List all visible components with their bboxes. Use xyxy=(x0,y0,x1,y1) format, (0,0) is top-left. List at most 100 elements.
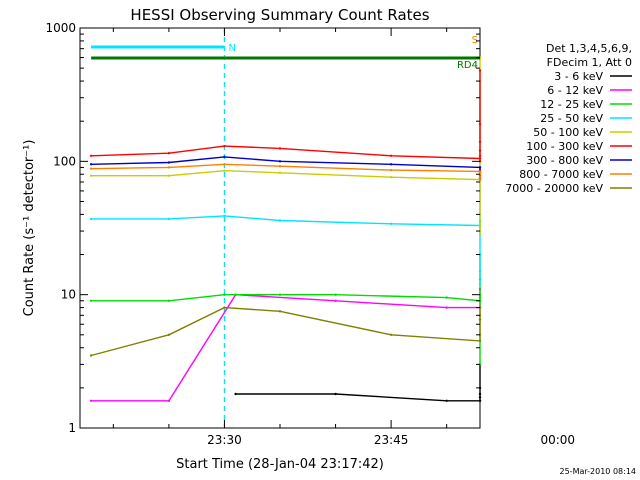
legend-entry-label: 50 - 100 keV xyxy=(533,126,603,139)
series-point xyxy=(223,306,226,309)
series-point xyxy=(167,161,171,164)
series-point xyxy=(478,157,482,160)
series-line xyxy=(91,254,481,365)
series-point xyxy=(334,299,337,302)
series-point xyxy=(223,214,226,218)
series-point xyxy=(223,163,226,166)
series-point xyxy=(389,333,393,336)
series-point xyxy=(167,217,171,221)
series-point xyxy=(278,219,282,222)
legend-entry-label: 800 - 7000 keV xyxy=(519,168,603,181)
legend-entry-label: 100 - 300 keV xyxy=(526,140,603,153)
y-tick-label: 10 xyxy=(61,288,76,302)
legend: Det 1,3,4,5,6,9,FDecim 1, Att 03 - 6 keV… xyxy=(505,42,632,195)
series-line xyxy=(91,70,481,162)
series-point xyxy=(89,217,93,221)
series-point xyxy=(389,222,393,225)
series-point xyxy=(278,147,282,150)
series-point xyxy=(389,154,393,157)
series-point xyxy=(478,149,482,152)
series-point xyxy=(389,176,393,179)
series-point xyxy=(234,392,237,396)
y-axis: 1 10 100 1000 xyxy=(45,21,480,435)
series-point xyxy=(478,396,482,399)
series-point xyxy=(478,339,482,343)
series-point xyxy=(478,270,482,273)
series-point xyxy=(223,155,226,159)
series-point xyxy=(167,152,171,155)
chart-title: HESSI Observing Summary Count Rates xyxy=(130,6,429,24)
series-point xyxy=(334,293,337,296)
y-tick-label: 1000 xyxy=(45,21,76,35)
series-point xyxy=(478,123,482,126)
series-point xyxy=(278,171,282,174)
series-point xyxy=(478,392,482,396)
plot-frame xyxy=(79,27,481,429)
series-point xyxy=(334,392,337,396)
series-point xyxy=(89,174,93,177)
series-point xyxy=(478,399,482,402)
legend-entry-label: 12 - 25 keV xyxy=(540,98,603,111)
series-point xyxy=(478,226,482,229)
series-point xyxy=(278,165,282,168)
series-line xyxy=(90,306,481,357)
x-tick-label: 23:45 xyxy=(374,433,409,447)
x-tick-label: 00:00 xyxy=(540,433,575,447)
series-point xyxy=(223,293,226,296)
annotation-bar-label: N xyxy=(228,43,235,54)
legend-entry-label: 25 - 50 keV xyxy=(540,112,603,125)
y-tick-label: 100 xyxy=(53,154,76,168)
series-line xyxy=(91,289,481,402)
series-point xyxy=(167,166,171,169)
series-point xyxy=(167,299,171,302)
y-tick-label: 1 xyxy=(68,421,76,435)
legend-entry-label: 300 - 800 keV xyxy=(526,154,603,167)
series-point xyxy=(278,310,282,313)
legend-header: FDecim 1, Att 0 xyxy=(547,56,632,69)
series-point xyxy=(278,293,282,296)
series-point xyxy=(223,144,226,148)
series-point xyxy=(223,169,226,172)
series-point xyxy=(89,163,93,166)
series-point xyxy=(445,306,448,309)
y-axis-label: Count Rate (s⁻¹ detector⁻¹) xyxy=(22,140,37,317)
series-point xyxy=(167,333,171,336)
series-point xyxy=(445,399,448,402)
series-line xyxy=(91,57,481,235)
series-point xyxy=(89,399,93,402)
series-layer xyxy=(89,56,482,402)
annotation-bar-label: S xyxy=(472,35,478,46)
x-tick-label: 23:30 xyxy=(207,433,242,447)
legend-entry-label: 7000 - 20000 keV xyxy=(505,182,603,195)
annotation-bar-label: RD4 xyxy=(457,60,478,71)
x-axis-label: Start Time (28-Jan-04 23:17:42) xyxy=(176,457,384,472)
series-point xyxy=(478,140,482,143)
series-point xyxy=(478,179,482,182)
series-line xyxy=(91,81,481,285)
series-point xyxy=(478,154,482,157)
series-point xyxy=(389,163,393,166)
series-point xyxy=(389,168,393,172)
footer-timestamp: 25-Mar-2010 08:14 xyxy=(560,467,637,476)
series-line xyxy=(235,364,481,402)
series-point xyxy=(89,154,93,157)
series-point xyxy=(167,174,171,177)
series-point xyxy=(478,176,482,179)
series-point xyxy=(478,296,482,299)
series-point xyxy=(445,296,448,299)
annotation-vlines xyxy=(223,28,226,428)
series-point xyxy=(167,399,171,402)
series-point xyxy=(89,299,93,302)
legend-entry-label: 3 - 6 keV xyxy=(554,70,603,83)
series-point xyxy=(278,160,282,163)
legend-entry-label: 6 - 12 keV xyxy=(547,84,603,97)
legend-header: Det 1,3,4,5,6,9, xyxy=(546,42,632,55)
series-point xyxy=(478,318,482,321)
annotation-bars: NSRD0RD4 xyxy=(91,35,480,71)
series-point xyxy=(89,167,93,170)
series-point xyxy=(478,282,482,286)
series-point xyxy=(89,354,93,357)
series-point xyxy=(478,69,482,72)
